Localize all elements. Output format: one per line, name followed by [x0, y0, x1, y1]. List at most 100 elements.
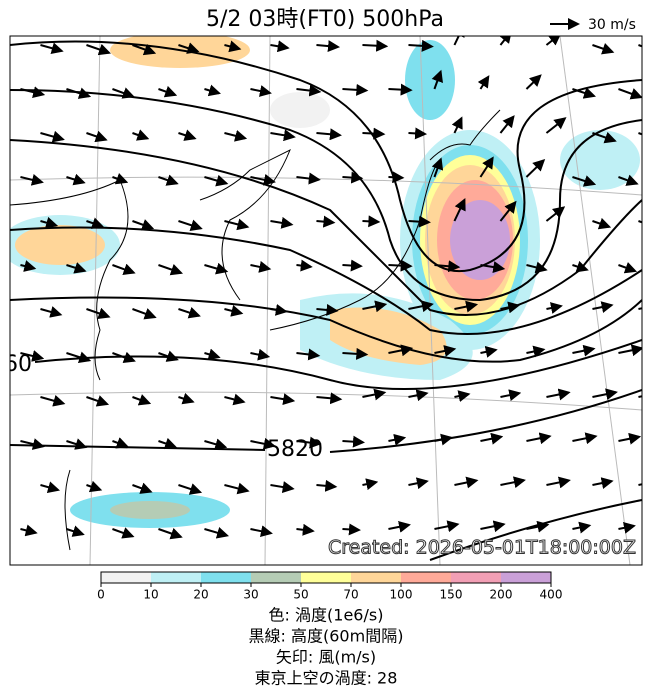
wind-arrow [572, 521, 592, 534]
wind-arrow [388, 171, 405, 184]
wind-arrow [638, 483, 642, 486]
wind-arrow [178, 306, 201, 319]
wind-arrow [499, 36, 512, 46]
wind-arrow [316, 215, 336, 228]
wind-arrow [408, 215, 431, 228]
wind-arrow [40, 130, 65, 143]
wind-arrow [618, 432, 642, 445]
wind-arrow [572, 260, 589, 273]
wind-arrow [86, 130, 108, 143]
wind-arrow [479, 156, 494, 178]
wind-arrow [270, 481, 295, 493]
wind-arrow [434, 345, 457, 357]
colorbar-swatch [151, 572, 201, 583]
wind-arrow [66, 351, 92, 363]
wind-arrow [618, 521, 636, 534]
wind-arrow [480, 520, 506, 533]
graticule [10, 36, 642, 565]
colorbar-swatch [101, 572, 151, 583]
wind-arrow [270, 129, 296, 142]
colorbar-tick-label: 100 [390, 588, 413, 602]
wind-arrow [525, 74, 542, 90]
wind-scale-label: 30 m/s [588, 17, 636, 33]
contour-label: 5820 [267, 437, 323, 462]
wind-arrow [362, 127, 386, 140]
wind-arrow [224, 393, 246, 406]
wind-arrow [342, 259, 363, 272]
legend-line: 東京上空の渦度: 28 [255, 669, 398, 688]
wind-arrow [178, 42, 200, 54]
wind-arrow [342, 435, 366, 448]
wind-arrow [362, 215, 381, 228]
wind-arrow [431, 69, 443, 90]
wind-arrow [500, 389, 522, 402]
wind-arrow [112, 87, 135, 99]
wind-arrow [20, 260, 37, 272]
wind-arrow [40, 216, 59, 229]
wind-arrow [408, 127, 428, 140]
wind-arrow [592, 131, 617, 144]
wind-arrow [40, 394, 66, 407]
wind-arrow [454, 390, 471, 403]
colorbar-tick-label: 70 [343, 588, 358, 602]
wind-arrow [572, 344, 596, 357]
wind-arrow [388, 433, 407, 446]
wind-arrow [224, 482, 250, 495]
wind-arrow [316, 479, 338, 492]
wind-arrow [158, 437, 178, 450]
creation-stamp: Created: 2026-05-01T18:00:00Z [328, 537, 636, 559]
colorbar-swatch [201, 572, 251, 583]
wind-arrow [112, 351, 136, 364]
wind-arrow [270, 303, 288, 316]
wind-arrow [112, 437, 129, 449]
wind-arrow [454, 476, 479, 489]
wind-arrow [112, 263, 136, 275]
wind-arrow [250, 260, 272, 273]
wind-arrow [204, 84, 221, 97]
wind-arrow [204, 174, 229, 187]
wind-arrow [342, 347, 369, 360]
colorbar-swatch [501, 572, 551, 583]
wind-arrow [480, 432, 504, 445]
wind-arrow [526, 520, 550, 533]
wind-arrow [296, 523, 315, 536]
wind-arrow [296, 259, 313, 272]
wind-arrow [250, 173, 276, 186]
wind-arrow [296, 84, 322, 97]
legend-line: 黒線: 高度(60m間隔) [249, 627, 404, 646]
wind-arrow [408, 39, 434, 52]
wind-arrow [66, 438, 88, 450]
wind-arrow [112, 172, 129, 185]
wind-arrow [388, 259, 413, 272]
wind-arrow [40, 42, 64, 55]
wind-arrow [526, 261, 548, 274]
colorbar-swatch [351, 572, 401, 583]
wind-arrow [388, 83, 413, 96]
wind-arrow [618, 344, 642, 357]
wind-arrow [20, 86, 46, 98]
colorbar-tick-label: 200 [490, 588, 513, 602]
wind-arrow [40, 481, 61, 494]
colorbar-tick-label: 30 [243, 588, 258, 602]
wind-arrow [454, 300, 479, 313]
wind-arrow [132, 394, 152, 406]
legend-line: 矢印: 風(m/s) [276, 648, 376, 667]
wind-arrow [224, 218, 250, 231]
wind-arrow [592, 388, 618, 401]
wind-arrow [434, 433, 454, 446]
wind-arrow [480, 261, 506, 273]
wind-arrow [40, 306, 63, 318]
wind-arrow [66, 525, 85, 537]
wind-arrow [86, 395, 110, 407]
wind-arrow [342, 523, 361, 536]
wind-arrow [20, 350, 45, 362]
colorbar-swatch [251, 572, 301, 583]
wind-arrow [408, 389, 429, 402]
wind-arrow [66, 262, 87, 274]
wind-arrow [316, 303, 339, 316]
wind-arrow [86, 217, 105, 229]
wind-arrow [618, 88, 642, 100]
wind-arrow [500, 476, 526, 489]
wind-arrow [592, 477, 614, 489]
